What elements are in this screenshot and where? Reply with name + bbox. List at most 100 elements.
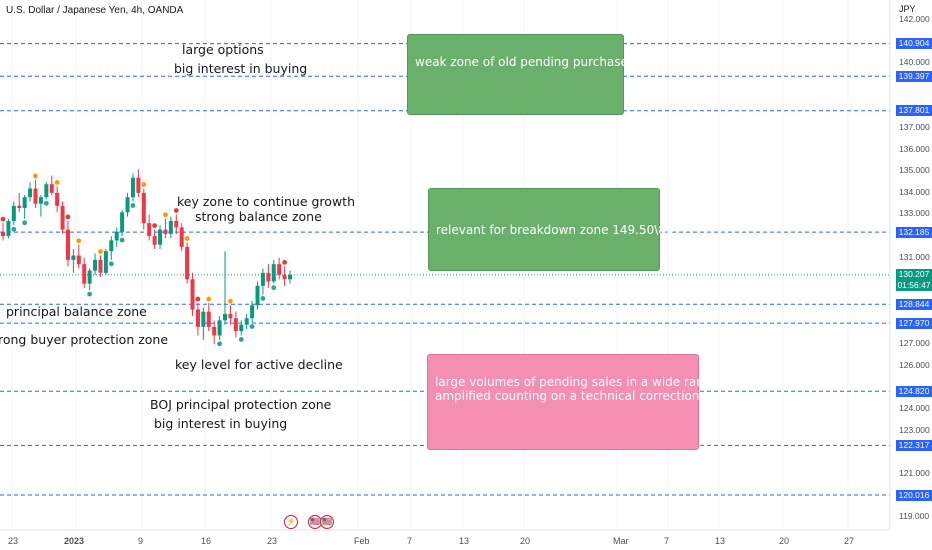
candle-body bbox=[271, 264, 276, 282]
candle-body bbox=[239, 324, 244, 332]
candle-body bbox=[103, 251, 108, 273]
annotation-big-interest-buying-2[interactable]: big interest in buying bbox=[154, 416, 288, 431]
pending-sales-box[interactable]: large volumes of pending sales in a wide… bbox=[427, 354, 719, 450]
signal-dot bbox=[98, 249, 103, 254]
x-tick-label: Feb bbox=[354, 536, 370, 546]
candle-body bbox=[163, 229, 168, 234]
annotation-large-options[interactable]: large options bbox=[182, 42, 264, 57]
y-tick-label: 134.000 bbox=[899, 186, 930, 197]
candle-body bbox=[217, 320, 222, 336]
candle-body bbox=[71, 255, 76, 260]
level-price-tag: 124.820 bbox=[896, 385, 932, 397]
candle-body bbox=[277, 264, 282, 275]
pending-sales-text-2: amplified counting on a technical correc… bbox=[435, 389, 700, 403]
current-price-value: 130.207 bbox=[898, 268, 930, 279]
signal-dot bbox=[22, 220, 28, 226]
candle-body bbox=[60, 205, 65, 230]
y-tick-label: 136.000 bbox=[899, 143, 930, 154]
x-tick-label: 13 bbox=[715, 536, 726, 546]
annotation-key-level[interactable]: key level for active decline bbox=[175, 357, 343, 372]
level-price-tag: 137.801 bbox=[896, 105, 932, 117]
annotation-strong-balance[interactable]: strong balance zone bbox=[195, 209, 322, 224]
candle-body bbox=[141, 192, 146, 224]
x-tick-label: 23 bbox=[8, 536, 19, 546]
candle-body bbox=[158, 229, 163, 245]
breakdown-zone-text: relevant for breakdown zone 149.50\80 bbox=[436, 223, 674, 237]
signal-dot bbox=[217, 341, 223, 347]
signal-dot bbox=[152, 223, 158, 229]
x-tick-label: 9 bbox=[138, 536, 144, 546]
y-tick-label: 133.000 bbox=[899, 208, 930, 219]
signal-dot bbox=[228, 298, 233, 304]
current-price-tag: 130.207 01:56:47 bbox=[896, 268, 932, 291]
candle-body bbox=[201, 311, 206, 327]
candle-body bbox=[125, 197, 130, 213]
signal-dot bbox=[65, 214, 71, 220]
signal-dot bbox=[271, 285, 277, 291]
signal-dot bbox=[11, 226, 17, 232]
annotation-buyer-protection[interactable]: rong buyer protection zone bbox=[0, 332, 169, 347]
candle-body bbox=[179, 227, 184, 247]
candle-body bbox=[233, 318, 238, 332]
candle-body bbox=[120, 212, 125, 232]
breakdown-zone-box[interactable]: relevant for breakdown zone 149.50\80 bbox=[428, 188, 674, 271]
candle-body bbox=[152, 236, 157, 245]
annotation-key-zone[interactable]: key zone to continue growth bbox=[177, 194, 355, 209]
lightning-event-icon[interactable]: ⚡ bbox=[284, 515, 298, 529]
candle-body bbox=[206, 311, 211, 327]
signal-dot bbox=[76, 238, 82, 244]
candle-body bbox=[282, 274, 287, 280]
candle-body bbox=[260, 272, 265, 286]
x-tick-label: 20 bbox=[779, 536, 790, 546]
weak-zone-box[interactable]: weak zone of old pending purchases bbox=[407, 34, 635, 115]
candle-body bbox=[65, 229, 70, 260]
x-tick-label: 20 bbox=[520, 536, 531, 546]
y-tick-label: 123.000 bbox=[899, 424, 930, 435]
signal-dot bbox=[195, 296, 201, 302]
signal-dot bbox=[141, 182, 147, 187]
annotation-boj-zone[interactable]: BOJ principal protection zone bbox=[150, 397, 332, 412]
x-tick-label: 23 bbox=[267, 536, 278, 546]
chart-title: U.S. Dollar / Japanese Yen, 4h, OANDA bbox=[6, 5, 184, 16]
candle-body bbox=[212, 326, 217, 336]
candle-body bbox=[28, 188, 33, 198]
x-tick-label: 16 bbox=[201, 536, 212, 546]
y-tick-label: 131.000 bbox=[899, 251, 930, 262]
candles bbox=[0, 169, 292, 347]
annotation-big-interest-buying[interactable]: big interest in buying bbox=[174, 61, 308, 76]
level-price-tag: 128.844 bbox=[896, 298, 932, 310]
signal-dot bbox=[54, 179, 60, 185]
candle-body bbox=[49, 184, 54, 193]
signal-dot bbox=[33, 173, 38, 179]
signal-dot bbox=[87, 291, 93, 297]
candle-body bbox=[250, 305, 255, 319]
level-price-tag: 127.970 bbox=[896, 317, 932, 329]
signal-dot bbox=[130, 203, 136, 208]
candle-body bbox=[109, 240, 114, 252]
signal-dot bbox=[249, 324, 255, 329]
candle-body bbox=[288, 274, 292, 280]
annotation-principal-balance[interactable]: principal balance zone bbox=[6, 304, 147, 319]
candle-body bbox=[130, 177, 135, 198]
level-price-tag: 122.317 bbox=[896, 439, 932, 451]
signal-dot bbox=[206, 296, 212, 302]
signal-dot bbox=[238, 337, 244, 342]
grid bbox=[11, 0, 849, 530]
us-flag-event-icon-2[interactable]: 🇺🇸 bbox=[320, 515, 334, 529]
level-price-tag: 139.397 bbox=[896, 70, 932, 82]
candle-body bbox=[114, 231, 119, 241]
signal-dot bbox=[282, 259, 287, 265]
y-tick-label: 127.000 bbox=[899, 338, 930, 349]
candle-body bbox=[22, 197, 27, 208]
signal-dot bbox=[119, 237, 125, 243]
level-price-tag: 132.185 bbox=[896, 226, 932, 238]
x-tick-label: Mar bbox=[613, 536, 629, 546]
signal-dot bbox=[0, 216, 6, 222]
y-tick-label: 124.000 bbox=[899, 402, 930, 413]
weak-zone-text: weak zone of old pending purchases bbox=[415, 55, 635, 69]
candle-body bbox=[228, 313, 233, 319]
candle-body bbox=[98, 259, 103, 273]
signal-dot bbox=[260, 296, 266, 301]
candle-body bbox=[244, 318, 249, 325]
candle-body bbox=[223, 313, 228, 321]
